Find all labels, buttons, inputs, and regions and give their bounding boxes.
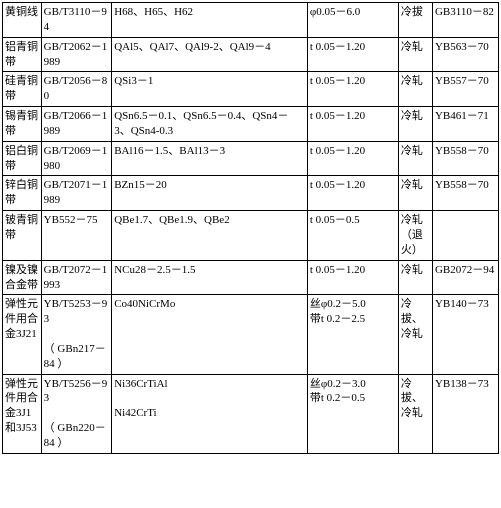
table-cell: YB557－70 [432,72,498,107]
table-cell: Ni36CrTiAl Ni42CrTi [112,374,308,453]
table-cell: 丝φ0.2－5.0 带t 0.2－2.5 [307,295,398,374]
table-cell: GB/T2066－1989 [41,107,112,142]
table-cell: 冷拔、冷轧 [398,374,432,453]
table-cell: GB/T2072－1993 [41,260,112,295]
table-row: 锡青铜带GB/T2066－1989QSn6.5－0.1、QSn6.5－0.4、Q… [3,107,499,142]
table-cell: 冷轧 [398,260,432,295]
table-cell: 弹性元件用合金3J21 [3,295,42,374]
table-cell: GB2072－94 [432,260,498,295]
table-cell: 黄铜线 [3,3,42,38]
table-row: 弹性元件用合金3J21YB/T5253－93 （ GBn217－84 ）Co40… [3,295,499,374]
table-cell: 锌白铜带 [3,176,42,211]
table-cell: 冷轧 [398,72,432,107]
table-cell: GB3110－82 [432,3,498,38]
table-cell: 冷轧 [398,107,432,142]
table-cell: 镍及镍合金带 [3,260,42,295]
table-cell: GB/T3110－94 [41,3,112,38]
table-cell: 铝白铜带 [3,141,42,176]
table-cell: t 0.05－1.20 [307,176,398,211]
table-cell: t 0.05－1.20 [307,72,398,107]
table-cell: YB/T5253－93 （ GBn217－84 ） [41,295,112,374]
table-cell: Co40NiCrMo [112,295,308,374]
table-cell: 硅青铜带 [3,72,42,107]
table-cell: QBe1.7、QBe1.9、QBe2 [112,211,308,261]
table-cell: 冷拔 [398,3,432,38]
table-cell: 冷轧 [398,176,432,211]
table-cell: φ0.05－6.0 [307,3,398,38]
table-cell: BZn15－20 [112,176,308,211]
table-cell: QAl5、QAl7、QAl9-2、QAl9－4 [112,37,308,72]
table-cell: 冷轧 [398,141,432,176]
table-cell: t 0.05－1.20 [307,260,398,295]
table-cell: NCu28－2.5－1.5 [112,260,308,295]
table-cell: BAl16－1.5、BAl13－3 [112,141,308,176]
table-cell: 铍青铜带 [3,211,42,261]
table-cell: 锡青铜带 [3,107,42,142]
table-cell: YB140－73 [432,295,498,374]
table-cell: YB558－70 [432,176,498,211]
table-cell: QSi3－1 [112,72,308,107]
table-cell: H68、H65、H62 [112,3,308,38]
table-row: 黄铜线GB/T3110－94H68、H65、H62φ0.05－6.0冷拔GB31… [3,3,499,38]
table-cell: GB/T2069－1980 [41,141,112,176]
table-cell: t 0.05－0.5 [307,211,398,261]
table-cell: 冷轧 [398,37,432,72]
table-row: 锌白铜带GB/T2071－1989BZn15－20t 0.05－1.20冷轧YB… [3,176,499,211]
table-cell: 丝φ0.2－3.0 带t 0.2－0.5 [307,374,398,453]
table-cell: t 0.05－1.20 [307,37,398,72]
table-cell: GB/T2062－1989 [41,37,112,72]
table-cell: YB563－70 [432,37,498,72]
table-cell: YB552－75 [41,211,112,261]
table-row: 铍青铜带YB552－75QBe1.7、QBe1.9、QBe2t 0.05－0.5… [3,211,499,261]
table-cell: t 0.05－1.20 [307,107,398,142]
table-cell: 冷轧（退火） [398,211,432,261]
table-cell: 铝青铜带 [3,37,42,72]
table-cell: QSn6.5－0.1、QSn6.5－0.4、QSn4－3、QSn4-0.3 [112,107,308,142]
table-cell: YB461－71 [432,107,498,142]
table-cell: YB/T5256－93 （ GBn220－84 ） [41,374,112,453]
table-cell: GB/T2071－1989 [41,176,112,211]
table-cell: 弹性元件用合金3J1和3J53 [3,374,42,453]
table-row: 镍及镍合金带GB/T2072－1993NCu28－2.5－1.5t 0.05－1… [3,260,499,295]
table-row: 铝青铜带GB/T2062－1989QAl5、QAl7、QAl9-2、QAl9－4… [3,37,499,72]
table-cell [432,211,498,261]
table-row: 硅青铜带GB/T2056－80QSi3－1t 0.05－1.20冷轧YB557－… [3,72,499,107]
table-cell: 冷拔、冷轧 [398,295,432,374]
table-cell: t 0.05－1.20 [307,141,398,176]
table-row: 弹性元件用合金3J1和3J53YB/T5256－93 （ GBn220－84 ）… [3,374,499,453]
table-cell: YB138－73 [432,374,498,453]
table-cell: YB558－70 [432,141,498,176]
spec-table: 黄铜线GB/T3110－94H68、H65、H62φ0.05－6.0冷拔GB31… [2,2,499,454]
table-cell: GB/T2056－80 [41,72,112,107]
table-row: 铝白铜带GB/T2069－1980BAl16－1.5、BAl13－3t 0.05… [3,141,499,176]
